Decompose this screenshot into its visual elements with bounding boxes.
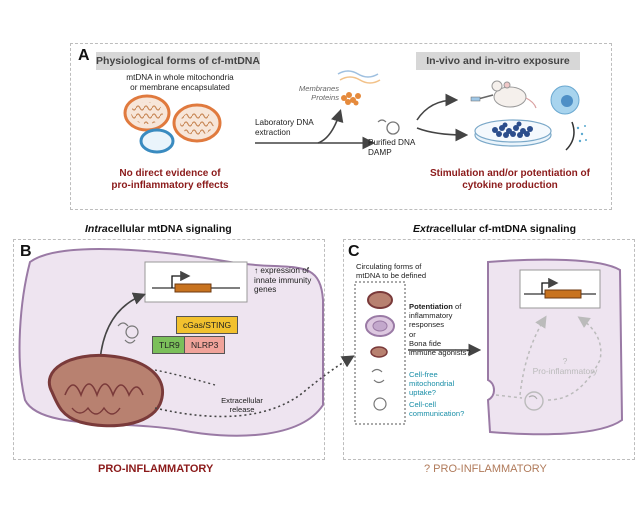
bona-fide-text: Bona fide immune agonists? <box>409 339 471 357</box>
stimulation-text: Stimulation and/or potentiation of cytok… <box>430 168 590 191</box>
to-mouse-arrow-icon <box>416 93 459 121</box>
extracellular-title: Extracellular cf-mtDNA signaling <box>413 223 576 235</box>
or-text: or <box>409 330 416 339</box>
purified-dna-icon <box>386 121 400 135</box>
mtdna-fragment-icon-b <box>125 325 139 339</box>
form-mitochondrion-icon <box>367 291 393 309</box>
cgas-sting-tag: cGas/STING <box>176 316 239 334</box>
circulating-forms-box <box>354 281 406 425</box>
form-small-mito-icon <box>370 346 388 358</box>
pro-inflammatory-footer: PRO-INFLAMMATORY <box>98 463 214 475</box>
physiological-forms-header: Physiological forms of cf-mtDNA <box>96 52 260 70</box>
gene-box-b <box>144 261 248 303</box>
tlr9-tag: TLR9 <box>152 336 187 354</box>
membrane-squiggle-icon <box>337 70 379 78</box>
promoter-arrow-icon-b <box>171 270 191 288</box>
gene-icon-b <box>174 283 212 293</box>
cell-membrane-icon <box>565 121 575 151</box>
petri-dish-icon <box>474 119 552 147</box>
panel-a-frame <box>70 43 612 210</box>
cell-free-uptake-text: Cell-free mitochondrial uptake? <box>409 370 455 397</box>
expression-text: ↑ expression of innate immunity genes <box>254 266 312 294</box>
potentiation-text: Potentiation of inflammatory responses <box>409 302 462 329</box>
mouse-icon <box>470 80 537 109</box>
nlrp3-tag: NLRP3 <box>184 336 226 354</box>
gene-icon-c <box>544 289 582 299</box>
circulating-forms-label: Circulating forms of mtDNA to be defined <box>356 262 427 280</box>
to-dish-arrow-icon <box>416 127 469 142</box>
signal-arrow-icon-b <box>99 292 146 361</box>
grey-pro-inflammatory-text: ? Pro-inflammatory <box>532 356 598 376</box>
lab-extraction-label: Laboratory DNA extraction <box>255 118 314 137</box>
exposure-header: In-vivo and in-vitro exposure <box>416 52 580 70</box>
uptake-vesicle-icon <box>524 391 544 411</box>
promoter-arrow-icon-c <box>541 277 559 294</box>
panel-b-label: B <box>20 243 32 260</box>
gene-box-c <box>519 269 601 309</box>
extracellular-release-label: Extracellular release <box>221 396 263 414</box>
membranes-proteins-label: Membranes Proteins <box>298 84 339 102</box>
form-fragment-icon <box>373 379 385 384</box>
release-dotted-icon-b <box>154 369 216 386</box>
protein-cluster-icon <box>341 92 361 106</box>
mitochondria-group-a <box>123 94 222 154</box>
q-pro-inflammatory-footer: ? PRO-INFLAMMATORY <box>424 463 547 475</box>
membranes-arrow-icon <box>317 108 344 144</box>
mitochondrion-icon-b <box>47 353 164 428</box>
grey-arrow-left-icon <box>519 315 547 396</box>
purified-dna-label: Purified DNA DAMP <box>368 138 416 157</box>
panel-a-label: A <box>78 47 90 64</box>
no-evidence-text: No direct evidence of pro-inflammatory e… <box>111 168 229 191</box>
extracellular-arrow-icon <box>154 355 355 418</box>
cell-cell-communication-text: Cell-cell communication? <box>409 400 465 418</box>
vesicle-icon <box>139 128 175 154</box>
panel-c-frame <box>343 239 635 460</box>
form-circle-icon <box>373 397 387 411</box>
intracellular-title: Intracellular mtDNA signaling <box>85 223 232 235</box>
panel-c-label: C <box>348 243 360 260</box>
mito-caption: mtDNA in whole mitochondria or membrane … <box>126 73 234 92</box>
panel-b-frame <box>13 239 325 460</box>
